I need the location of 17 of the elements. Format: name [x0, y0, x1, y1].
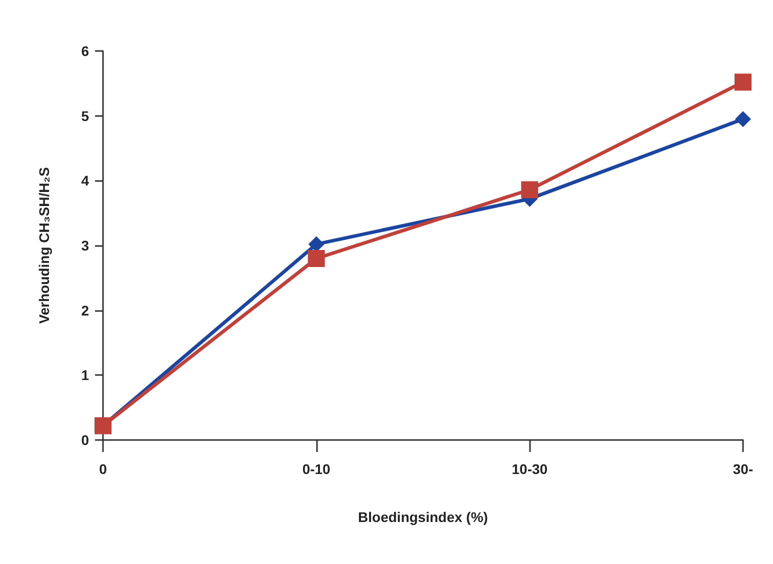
y-axis-title: Verhouding CH₃SH/H₂S [36, 167, 52, 324]
point [308, 250, 325, 267]
y-tick-label: 2 [81, 302, 90, 318]
y-tick-label: 1 [81, 367, 90, 384]
point [735, 111, 751, 128]
y-tick-label: 6 [81, 43, 90, 59]
x-axis-title: Bloedingsindex (%) [358, 509, 488, 525]
x-tick-label: 0-10 [302, 461, 331, 477]
y-tick-label: 5 [81, 108, 90, 124]
x-tick-label: 0 [99, 461, 108, 477]
point [734, 74, 752, 91]
y-tick-label: 4 [81, 172, 90, 189]
point [521, 181, 538, 198]
x-tick-label: 30- [732, 461, 754, 477]
y-tick-label: 0 [81, 432, 90, 448]
y-tick-label: 3 [81, 238, 90, 254]
x-tick-label: 10-30 [512, 461, 548, 477]
